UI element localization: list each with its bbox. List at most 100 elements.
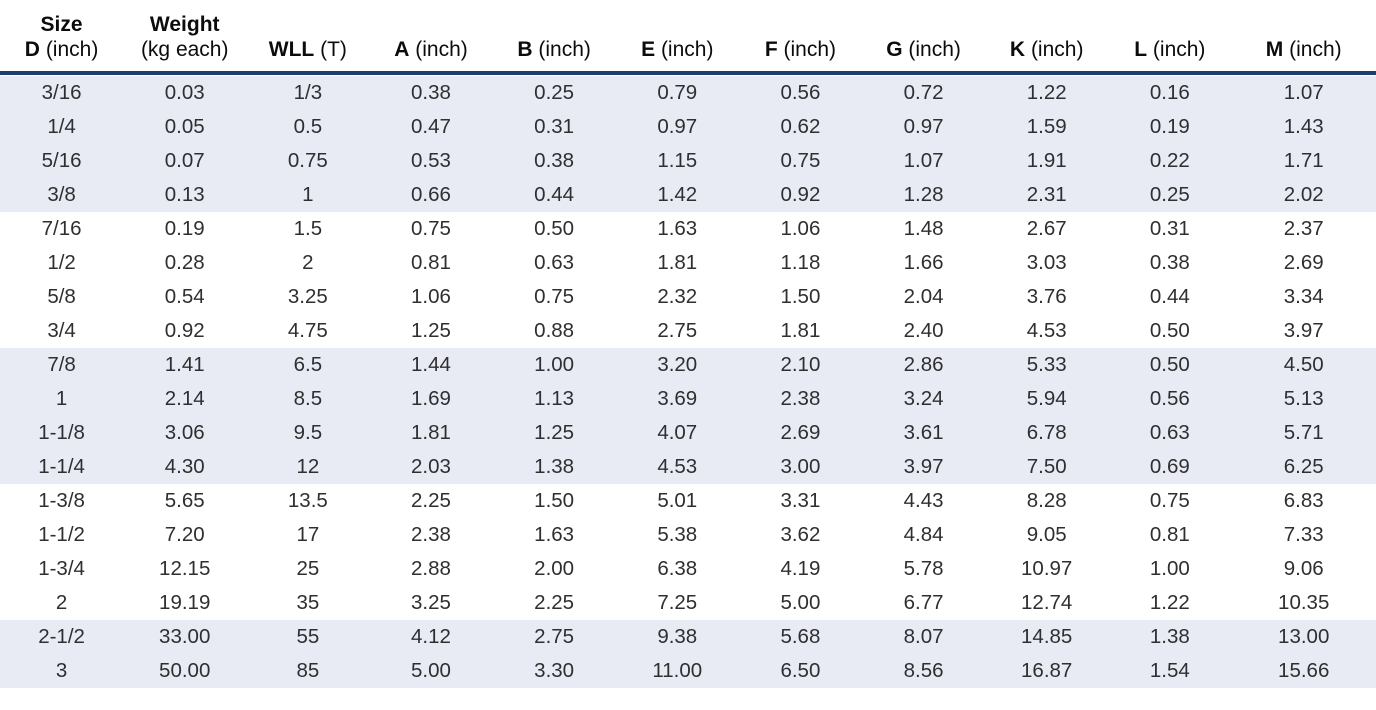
table-cell: 13.00 xyxy=(1231,620,1376,655)
table-cell: 0.56 xyxy=(738,76,862,111)
table-cell: 5.01 xyxy=(657,489,698,513)
column-header-symbol: B xyxy=(517,38,533,62)
column-header-unit: (inch) xyxy=(415,38,468,62)
table-cell: 12.74 xyxy=(1021,591,1073,615)
table-cell: 2.67 xyxy=(1026,217,1067,241)
table-cell: 6.83 xyxy=(1283,489,1324,513)
table-cell: 7.25 xyxy=(657,591,698,615)
table-row: 1-1/2 7.20 17 2.38 1.63 5.38 3.62 4.84 9.05 0.81 7… xyxy=(0,518,1376,552)
table-cell: 4.75 xyxy=(287,319,328,343)
table-cell: 3/4 xyxy=(47,319,76,343)
table-cell: 5.65 xyxy=(164,489,205,513)
table-cell: 2.04 xyxy=(903,285,944,309)
table-cell: 3.69 xyxy=(615,382,739,417)
table-cell: 1.50 xyxy=(780,285,821,309)
table-row: 3/16 0.03 1/3 0.38 0.25 0.79 0.56 0.72 1.22 0.16 1… xyxy=(0,76,1376,111)
column-header-weight: Weight (kg each) xyxy=(123,0,247,76)
table-cell: 1.07 xyxy=(1231,76,1376,111)
dimensions-table: Size D (inch) Weight (kg each) WLL (T) A (inc… xyxy=(0,0,1376,689)
column-header-label: D (inch) xyxy=(0,37,123,62)
table-cell: 4.07 xyxy=(615,416,739,451)
table-cell: 1.43 xyxy=(1231,110,1376,145)
table-cell: 0.5 xyxy=(246,110,370,145)
column-header-f: F (inch) xyxy=(738,0,862,76)
table-cell: 1.81 xyxy=(780,319,821,343)
column-header-label: L (inch) xyxy=(1108,37,1231,62)
table-cell: 3.61 xyxy=(861,416,986,451)
table-cell: 1.42 xyxy=(615,178,739,213)
table-cell: 2.40 xyxy=(903,319,944,343)
column-header-g: G (inch) xyxy=(861,0,986,76)
column-header-label: F (inch) xyxy=(739,37,862,62)
table-cell: 0.19 xyxy=(164,217,205,241)
table-cell: 10.97 xyxy=(1021,557,1073,581)
table-cell: 1-3/8 xyxy=(38,489,85,513)
table-cell: 4.43 xyxy=(903,489,944,513)
table-cell: 2.25 xyxy=(411,489,451,513)
table-cell: 5.68 xyxy=(738,620,862,655)
table-cell: 0.79 xyxy=(615,76,739,111)
table-cell: 0.25 xyxy=(1108,178,1232,213)
table-cell: 0.97 xyxy=(861,110,986,145)
table-row: 1-1/8 3.06 9.5 1.81 1.25 4.07 2.69 3.61 6.78 0.63… xyxy=(0,416,1376,451)
table-cell: 4.53 xyxy=(1026,319,1067,343)
table-cell: 0.50 xyxy=(1149,319,1190,343)
table-cell: 3.30 xyxy=(492,654,616,689)
column-header-symbol: A xyxy=(394,38,410,62)
table-cell: 1.25 xyxy=(492,416,616,451)
table-cell: 1.54 xyxy=(1108,654,1232,689)
table-cell: 1.63 xyxy=(657,217,698,241)
table-cell: 1.81 xyxy=(657,251,698,275)
table-cell: 1.18 xyxy=(780,251,821,275)
table-cell: 0.69 xyxy=(1108,450,1232,485)
table-cell: 1.5 xyxy=(293,217,323,241)
table-cell: 6.78 xyxy=(985,416,1109,451)
table-cell: 1.15 xyxy=(615,144,739,179)
column-header-unit: (kg each) xyxy=(140,38,229,62)
column-header-topline: Size xyxy=(40,13,83,36)
table-cell: 3 xyxy=(0,654,124,689)
table-cell: 5.38 xyxy=(657,523,698,547)
table-cell: 0.63 xyxy=(1108,416,1232,451)
table-cell: 3.31 xyxy=(780,489,821,513)
table-cell: 7.50 xyxy=(985,450,1109,485)
table-cell: 85 xyxy=(246,654,370,689)
column-header-unit: (inch) xyxy=(660,38,714,62)
table-cell: 5.33 xyxy=(985,348,1109,383)
table-cell: 3.24 xyxy=(861,382,986,417)
table-cell: 0.75 xyxy=(411,217,451,241)
table-cell: 3.25 xyxy=(411,591,451,615)
table-cell: 8.5 xyxy=(246,382,370,417)
table-cell: 2.00 xyxy=(534,557,575,581)
table-cell: 5.13 xyxy=(1231,382,1376,417)
table-cell: 5.00 xyxy=(369,654,493,689)
table-cell: 0.50 xyxy=(534,217,575,241)
column-header-unit: (inch) xyxy=(1152,38,1206,62)
table-cell: 3.03 xyxy=(1026,251,1067,275)
table-cell: 4.12 xyxy=(369,620,493,655)
column-header-symbol: D xyxy=(24,38,40,62)
table-row: 7/16 0.19 1.5 0.75 0.50 1.63 1.06 1.48 2.67 0.31 2… xyxy=(0,212,1376,246)
column-header-l: L (inch) xyxy=(1108,0,1232,76)
column-header-symbol: F xyxy=(764,38,778,62)
table-cell: 3.20 xyxy=(615,348,739,383)
table-cell: 2.86 xyxy=(861,348,986,383)
table-cell: 1-1/2 xyxy=(38,523,85,547)
table-cell: 1.50 xyxy=(534,489,575,513)
column-header-label: K (inch) xyxy=(985,37,1108,62)
table-cell: 0.19 xyxy=(1108,110,1232,145)
table-cell: 0.25 xyxy=(492,76,616,111)
table-cell: 1.13 xyxy=(492,382,616,417)
table-cell: 2.31 xyxy=(985,178,1109,213)
table-cell: 1.00 xyxy=(1149,557,1190,581)
table-cell: 3.76 xyxy=(1026,285,1067,309)
table-cell: 6.77 xyxy=(903,591,944,615)
table-cell: 2.32 xyxy=(657,285,698,309)
table-row: 2 19.19 35 3.25 2.25 7.25 5.00 6.77 12.74 1.22 10.… xyxy=(0,586,1376,620)
table-header: Size D (inch) Weight (kg each) WLL (T) A (inc… xyxy=(0,0,1376,76)
table-cell: 0.75 xyxy=(246,144,370,179)
column-header-label: (kg each) xyxy=(123,37,246,62)
column-header-symbol: G xyxy=(886,38,903,62)
table-cell: 2.38 xyxy=(738,382,862,417)
column-header-unit: (inch) xyxy=(45,38,99,62)
